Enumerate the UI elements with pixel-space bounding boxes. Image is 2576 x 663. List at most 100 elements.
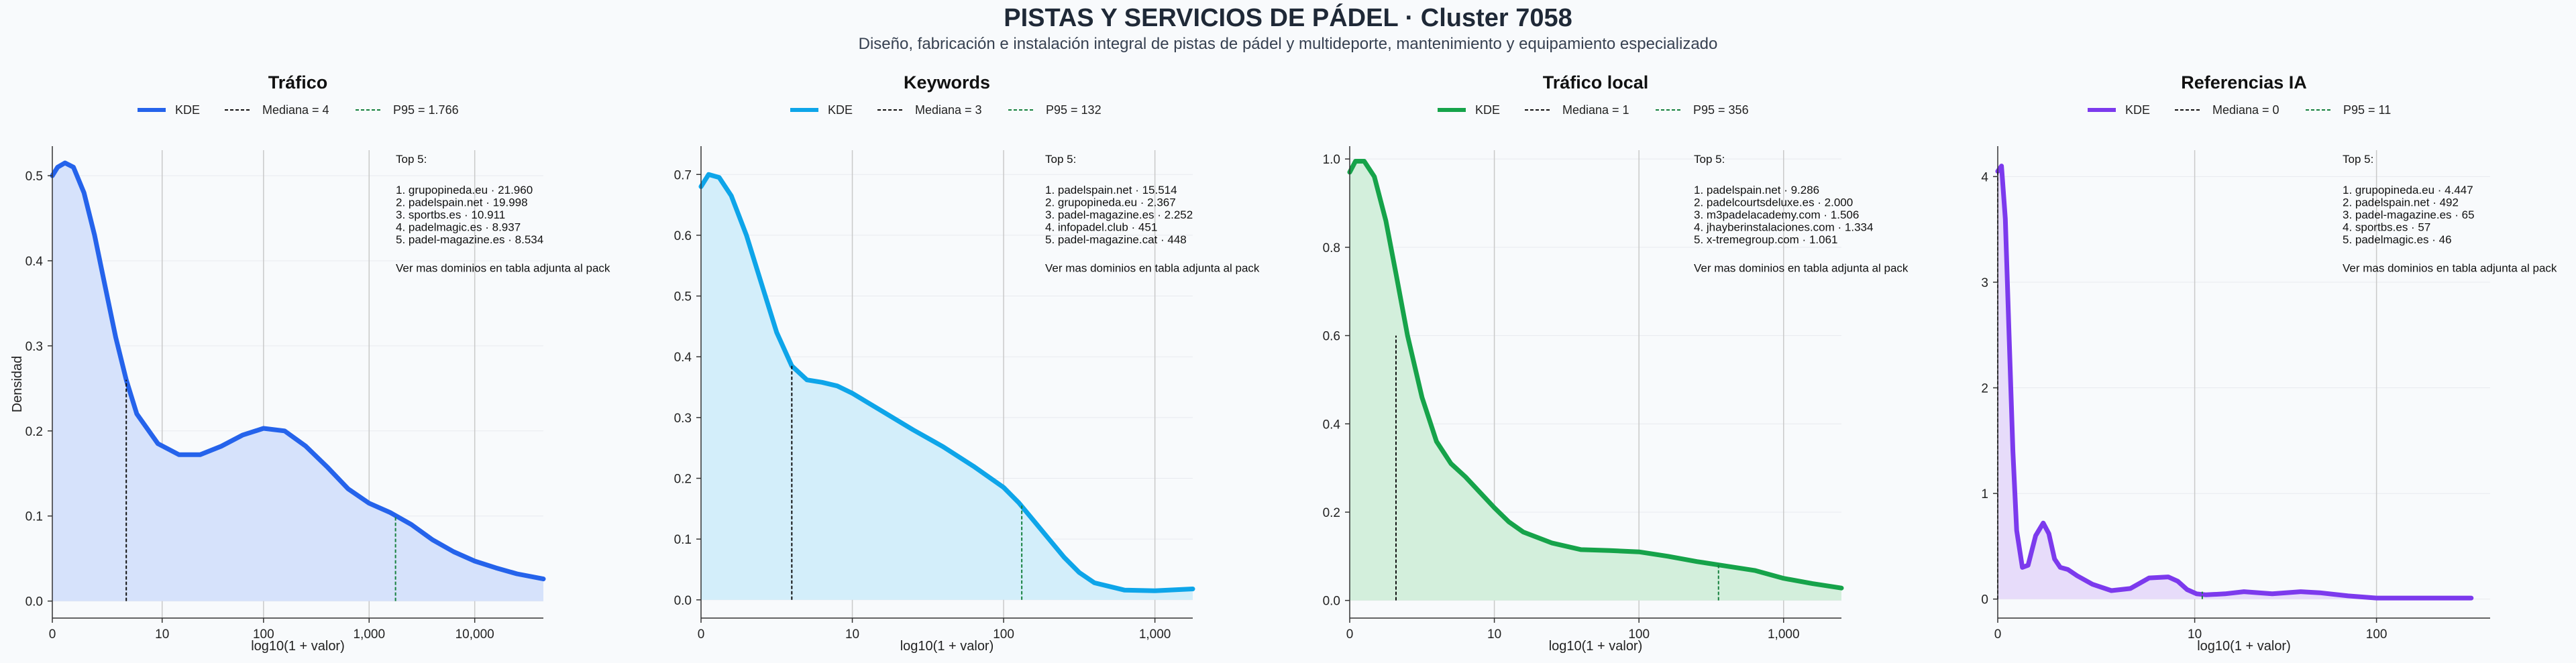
legend-p95-label: P95 = 11	[2343, 103, 2391, 117]
top5-item: 5. padel-magazine.es · 8.534	[396, 233, 543, 246]
top5-item: 5. padel-magazine.cat · 448	[1045, 233, 1187, 246]
top5-title: Top 5:	[2343, 153, 2373, 166]
y-tick-label: 0.3	[25, 340, 43, 354]
top5-item: 4. sportbs.es · 57	[2343, 221, 2430, 234]
kde-line	[698, 172, 1195, 593]
kde-area	[1350, 161, 1841, 601]
x-tick-label: 10	[845, 627, 859, 642]
x-tick-label: 0	[49, 627, 56, 642]
y-tick-label: 0.4	[1323, 418, 1341, 432]
panel-title: Referencias IA	[2181, 72, 2307, 93]
kde-line	[50, 160, 546, 582]
y-tick-label: 0.1	[674, 533, 692, 547]
x-axis-label: log10(1 + valor)	[251, 639, 345, 654]
page-title: PISTAS Y SERVICIOS DE PÁDEL · Cluster 70…	[1004, 4, 1572, 32]
chart-panel-2: Keywords KDE Mediana = 3 P95 = 132 0.0 0.1 0.2…	[674, 72, 1260, 654]
top5-item: 2. grupopineda.eu · 2.367	[1045, 196, 1176, 209]
top5-item: 3. padel-magazine.es · 2.252	[1045, 208, 1193, 221]
top5-item: 2. padelcourtsdeluxe.es · 2.000	[1694, 196, 1853, 209]
y-tick-label: 0.5	[674, 290, 692, 304]
y-tick-label: 2	[1981, 382, 1988, 396]
y-tick-label: 0.7	[674, 168, 692, 182]
panel-title: Tráfico local	[1543, 72, 1649, 93]
x-axis-label: log10(1 + valor)	[1549, 639, 1643, 654]
top5-note: Ver mas dominios en tabla adjunta al pac…	[396, 262, 610, 275]
top5-item: 4. padelmagic.es · 8.937	[396, 221, 521, 234]
chart-panel-3: Tráfico local KDE Mediana = 1 P95 = 356 0.0 0…	[1323, 72, 1909, 654]
y-axis-label: Densidad	[10, 356, 25, 413]
y-tick-label: 0.1	[25, 510, 43, 524]
top5-item: 3. padel-magazine.es · 65	[2343, 208, 2475, 221]
chart-panel-1: Tráfico KDE Mediana = 4 P95 = 1.766 0.0 0.1 0.…	[10, 72, 610, 654]
top5-title: Top 5:	[396, 153, 427, 166]
top5-title: Top 5:	[1045, 153, 1076, 166]
legend-p95-label: P95 = 1.766	[393, 103, 459, 117]
legend-median-label: Mediana = 0	[2212, 103, 2279, 117]
y-tick-label: 0.3	[674, 412, 692, 426]
y-tick-label: 0.2	[25, 425, 43, 439]
top5-title: Top 5:	[1694, 153, 1725, 166]
y-tick-label: 0.5	[25, 170, 43, 184]
page-subtitle: Diseño, fabricación e instalación integr…	[858, 35, 1718, 53]
y-tick-label: 0.4	[674, 351, 692, 365]
y-tick-label: 0.0	[25, 595, 43, 609]
legend-p95-label: P95 = 132	[1046, 103, 1102, 117]
top5-item: 2. padelspain.net · 492	[2343, 196, 2459, 209]
y-tick-label: 0.8	[1323, 241, 1340, 255]
x-tick-label: 10	[2188, 627, 2202, 642]
legend-p95-label: P95 = 356	[1693, 103, 1749, 117]
kde-area	[1998, 166, 2471, 599]
x-tick-label: 0	[1346, 627, 1354, 642]
x-tick-label: 10	[1487, 627, 1501, 642]
kde-area	[52, 163, 543, 601]
x-axis-label: log10(1 + valor)	[900, 639, 994, 654]
y-tick-label: 0.2	[674, 473, 692, 487]
kde-line	[1347, 159, 1844, 591]
top5-item: 4. jhayberinstalaciones.com · 1.334	[1694, 221, 1873, 234]
legend-kde-label: KDE	[2125, 103, 2150, 117]
x-axis-label: log10(1 + valor)	[2197, 639, 2291, 654]
x-tick-label: 0	[698, 627, 705, 642]
y-tick-label: 0	[1981, 593, 1988, 607]
top5-note: Ver mas dominios en tabla adjunta al pac…	[2343, 262, 2557, 275]
y-tick-label: 1	[1981, 487, 1988, 501]
top5-item: 5. padelmagic.es · 46	[2343, 233, 2452, 246]
top5-item: 1. grupopineda.eu · 4.447	[2343, 184, 2473, 196]
y-tick-label: 1.0	[1323, 153, 1340, 167]
x-tick-label: 1,000	[1139, 627, 1171, 642]
legend-median-label: Mediana = 1	[1562, 103, 1629, 117]
y-tick-label: 0.0	[1323, 595, 1340, 609]
y-tick-label: 4	[1981, 170, 1988, 184]
x-tick-label: 100	[2366, 627, 2387, 642]
x-tick-label: 0	[1994, 627, 2002, 642]
x-tick-label: 1,000	[353, 627, 385, 642]
top5-item: 2. padelspain.net · 19.998	[396, 196, 528, 209]
x-tick-label: 100	[253, 627, 274, 642]
x-tick-label: 1,000	[1768, 627, 1800, 642]
panel-title: Tráfico	[268, 72, 328, 93]
y-tick-label: 0.2	[1323, 506, 1340, 520]
top5-item: 4. infopadel.club · 451	[1045, 221, 1157, 234]
x-tick-label: 10	[155, 627, 169, 642]
legend-kde-label: KDE	[175, 103, 200, 117]
x-tick-label: 100	[1628, 627, 1650, 642]
kde-line	[1995, 164, 2474, 601]
x-tick-label: 100	[993, 627, 1014, 642]
panel-title: Keywords	[904, 72, 990, 93]
y-tick-label: 0.0	[674, 594, 692, 608]
legend-median-label: Mediana = 3	[915, 103, 982, 117]
top5-item: 1. padelspain.net · 9.286	[1694, 184, 1819, 196]
x-tick-label: 10,000	[455, 627, 494, 642]
legend-kde-label: KDE	[828, 103, 853, 117]
top5-item: 5. x-tremegroup.com · 1.061	[1694, 233, 1837, 246]
y-tick-label: 0.6	[1323, 330, 1340, 344]
top5-item: 1. padelspain.net · 15.514	[1045, 184, 1177, 196]
legend-kde-label: KDE	[1475, 103, 1500, 117]
kde-area	[701, 174, 1193, 600]
y-tick-label: 0.4	[25, 255, 44, 269]
chart-panel-4: Referencias IA KDE Mediana = 0 P95 = 11 0 1 2 3…	[1981, 72, 2557, 654]
top5-item: 3. m3padelacademy.com · 1.506	[1694, 208, 1859, 221]
y-tick-label: 0.6	[674, 229, 692, 243]
top5-note: Ver mas dominios en tabla adjunta al pac…	[1694, 262, 1909, 275]
